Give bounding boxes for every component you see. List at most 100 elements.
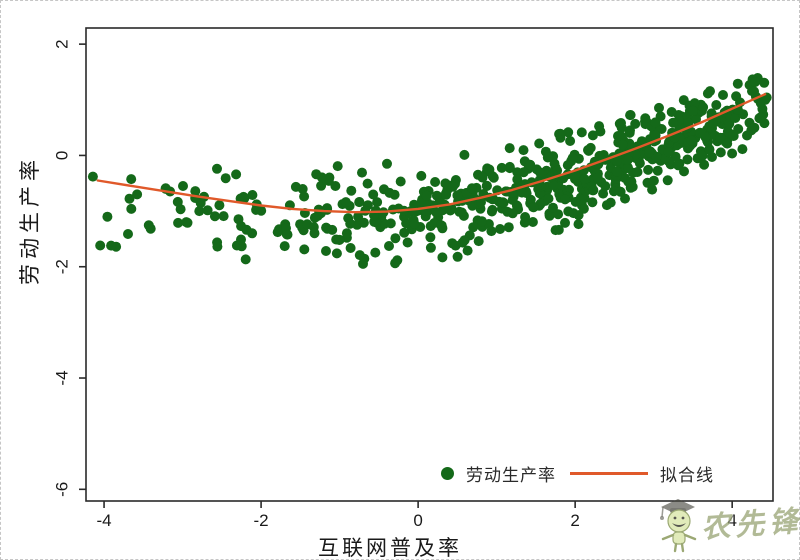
scatter-point [749, 122, 760, 133]
scatter-point [750, 77, 760, 88]
scatter-point [573, 219, 584, 230]
scatter-point [345, 243, 356, 253]
scatter-point [416, 170, 427, 181]
scatter-point [666, 107, 677, 117]
scatter-point [372, 197, 383, 208]
y-tick-label: 2 [52, 39, 71, 48]
scatter-point [256, 205, 267, 216]
scatter-point [704, 144, 715, 155]
scatter-point [437, 252, 448, 263]
scatter-point [309, 228, 320, 239]
scatter-point [759, 77, 770, 88]
scatter-point [382, 158, 392, 169]
scatter-point [689, 98, 700, 109]
scatter-point [624, 127, 635, 138]
scatter-point [102, 211, 113, 222]
scatter-point [459, 235, 470, 246]
scatter-point [425, 232, 436, 243]
scatter-point [354, 250, 365, 261]
scatter-point [592, 172, 603, 183]
scatter-point [486, 206, 497, 217]
scatter-point [95, 240, 106, 251]
y-tick-label: -2 [52, 259, 71, 274]
scatter-point [548, 180, 559, 191]
scatter-point [654, 102, 664, 113]
legend: 劳动生产率 拟合线 [441, 459, 714, 487]
scatter-point [332, 161, 343, 172]
scatter-point [548, 202, 558, 213]
scatter-point [722, 138, 733, 149]
scatter-point [334, 234, 345, 245]
scatter-point [389, 189, 400, 200]
scatter-point [663, 147, 674, 158]
scatter-point [190, 186, 201, 197]
scatter-series [87, 73, 772, 269]
scatter-point [202, 205, 213, 216]
scatter-point [357, 167, 367, 178]
scatter-point [502, 206, 513, 217]
legend-label-scatter: 劳动生产率 [466, 465, 556, 485]
scatter-point [616, 131, 627, 142]
scatter-point [504, 143, 515, 154]
scatter-point [368, 189, 379, 200]
scatter-point [518, 167, 529, 178]
scatter-point [542, 152, 553, 163]
scatter-point [555, 128, 566, 139]
scatter-point [487, 171, 498, 182]
scatter-point [354, 197, 365, 207]
scatter-point [622, 154, 633, 165]
scatter-point [123, 229, 133, 239]
scatter-point [231, 169, 242, 180]
fit-line-marker-icon [570, 471, 648, 475]
scatter-point [309, 212, 320, 223]
scatter-point [563, 127, 574, 138]
scatter-point [535, 167, 546, 178]
scatter-point [341, 228, 352, 239]
scatter-point [331, 248, 342, 259]
scatter-point [447, 181, 458, 192]
scatter-point [518, 145, 529, 156]
scatter-point [668, 117, 679, 128]
scatter-point [346, 185, 357, 196]
scatter-point [462, 245, 473, 256]
scatter-point [477, 172, 488, 183]
scatter-point [452, 190, 463, 201]
scatter-point [544, 210, 555, 221]
scatter-point [172, 196, 183, 207]
scatter-point [392, 255, 403, 266]
scatter-point [362, 178, 373, 189]
scatter-point [440, 178, 451, 189]
scatter-point [732, 78, 743, 89]
y-tick-label: -4 [52, 370, 71, 385]
scatter-point [650, 117, 661, 128]
scatter-point [617, 139, 628, 150]
scatter-point [409, 219, 420, 229]
fit-line [96, 93, 767, 214]
scatter-point [715, 147, 726, 158]
scatter-point [594, 121, 605, 132]
scatter-point [611, 156, 622, 167]
scatter-point [587, 197, 598, 208]
y-axis-title: 劳动生产率 [18, 155, 42, 285]
scatter-point [399, 227, 410, 238]
scatter-point [760, 94, 771, 105]
scatter-point [632, 167, 643, 177]
scatter-point [452, 251, 463, 262]
scatter-point [503, 222, 514, 233]
scatter-point [473, 236, 484, 247]
scatter-point [682, 154, 693, 165]
scatter-point [468, 222, 479, 233]
scatter-point [570, 170, 581, 181]
scatter-point [728, 129, 739, 140]
scatter-point [240, 254, 251, 265]
scatter-point [707, 152, 717, 162]
scatter-point [282, 229, 292, 240]
scatter-point [430, 177, 441, 187]
scatter-point [416, 197, 427, 208]
scatter-point [565, 136, 576, 146]
scatter-point [173, 217, 184, 228]
scatter-point [390, 233, 401, 244]
scatter-point [209, 211, 220, 222]
scatter-point [651, 151, 662, 162]
